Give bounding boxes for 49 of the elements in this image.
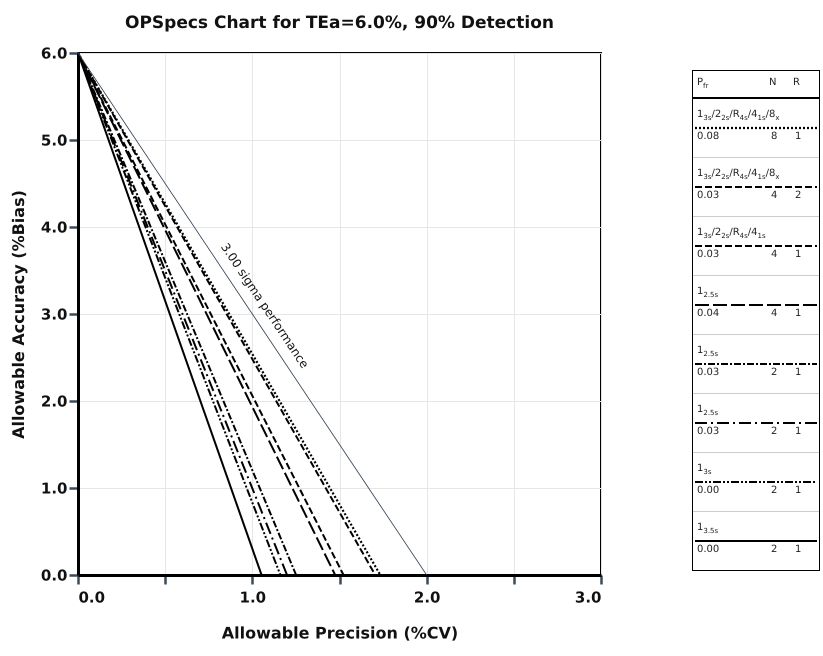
text: 0.00 bbox=[697, 485, 720, 496]
x-tick-label: 2.0 bbox=[414, 588, 440, 606]
text: 8 bbox=[771, 131, 778, 142]
text: R bbox=[793, 77, 800, 88]
text: 1$_{2.5s}$ bbox=[697, 286, 718, 299]
text: 0.03 bbox=[697, 190, 720, 201]
text: 1 bbox=[795, 131, 802, 142]
text: 1 bbox=[795, 249, 802, 260]
text: 1$_{3s}$ bbox=[697, 463, 712, 476]
text: 4 bbox=[771, 190, 778, 201]
text: 0.03 bbox=[697, 249, 720, 260]
text: 2 bbox=[771, 544, 778, 555]
text: 0.03 bbox=[697, 367, 720, 378]
y-tick-label: 1.0 bbox=[40, 480, 68, 498]
y-tick-label: 6.0 bbox=[40, 44, 68, 62]
text: 1 bbox=[795, 367, 802, 378]
text: 2 bbox=[771, 485, 778, 496]
text: 4 bbox=[771, 249, 778, 260]
text: 1$_{3s}$/2$_{2s}$/R$_{4s}$/4$_{1s}$/8$_{x}$ bbox=[697, 168, 780, 181]
text: 1$_{2.5s}$ bbox=[697, 404, 718, 417]
text: 1 bbox=[795, 308, 802, 319]
y-tick-label: 4.0 bbox=[40, 218, 68, 236]
text: 2 bbox=[795, 190, 802, 201]
text: 0.04 bbox=[697, 308, 720, 319]
text: 0.00 bbox=[697, 544, 720, 555]
text: 0.03 bbox=[697, 426, 720, 437]
x-tick-label: 3.0 bbox=[574, 588, 602, 606]
text: 1$_{3s}$/2$_{2s}$/R$_{4s}$/4$_{1s}$ bbox=[697, 227, 766, 240]
x-tick-label: 1.0 bbox=[240, 588, 266, 606]
x-axis-title: Allowable Precision (%CV) bbox=[222, 624, 458, 642]
y-tick-label: 5.0 bbox=[40, 132, 68, 150]
chart-title: OPSpecs Chart for TEa=6.0%, 90% Detection bbox=[125, 13, 554, 33]
text: 2 bbox=[771, 367, 778, 378]
y-tick-label: 3.0 bbox=[40, 306, 68, 324]
text: 1$_{3s}$/2$_{2s}$/R$_{4s}$/4$_{1s}$/8$_{x}$ bbox=[697, 109, 780, 122]
x-tick-label: 0.0 bbox=[78, 588, 106, 606]
text: 2 bbox=[771, 426, 778, 437]
text: 1 bbox=[795, 485, 802, 496]
text: 0.08 bbox=[697, 131, 720, 142]
text: N bbox=[769, 77, 776, 88]
legend-title: P$_{fr}$ bbox=[697, 77, 708, 90]
text: 1 bbox=[795, 426, 802, 437]
y-axis-title: Allowable Accuracy (%Bias) bbox=[8, 190, 28, 439]
y-tick-label: 2.0 bbox=[40, 392, 68, 410]
text: 1$_{2.5s}$ bbox=[697, 345, 718, 358]
text: 4 bbox=[771, 308, 778, 319]
text: 1 bbox=[795, 544, 802, 555]
y-tick-label: 0.0 bbox=[40, 566, 68, 584]
text: 1$_{3.5s}$ bbox=[697, 522, 718, 535]
